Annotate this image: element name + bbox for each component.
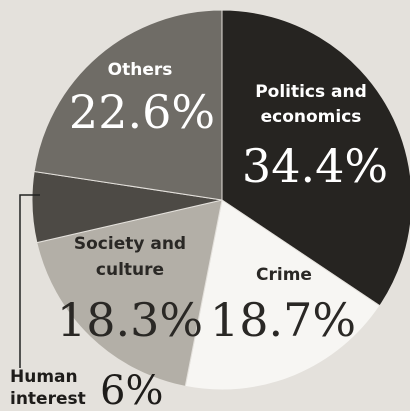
human-interest-label-line2: interest: [10, 389, 86, 409]
pie-slice-others: [33, 9, 223, 201]
others-label: Others: [108, 60, 173, 80]
society-percent: 18.3%: [57, 293, 203, 347]
crime-label: Crime: [256, 265, 312, 285]
human-interest-label-line1: Human: [10, 367, 78, 387]
pie-slice-crime: [184, 199, 381, 391]
politics-label-line2: economics: [261, 107, 362, 127]
human-interest-leader-line: [19, 194, 40, 368]
politics-label-line1: Politics and: [255, 82, 367, 102]
politics-percent: 34.4%: [242, 139, 388, 193]
human-interest-percent: 6%: [100, 368, 163, 411]
crime-percent: 18.7%: [210, 293, 356, 347]
others-percent: 22.6%: [69, 85, 215, 139]
pie-slice-politics-and-economics: [221, 9, 410, 307]
society-label-line2: culture: [96, 260, 164, 280]
pie-slice-society-and-culture: [36, 199, 223, 387]
society-label-line1: Society and: [74, 234, 186, 254]
